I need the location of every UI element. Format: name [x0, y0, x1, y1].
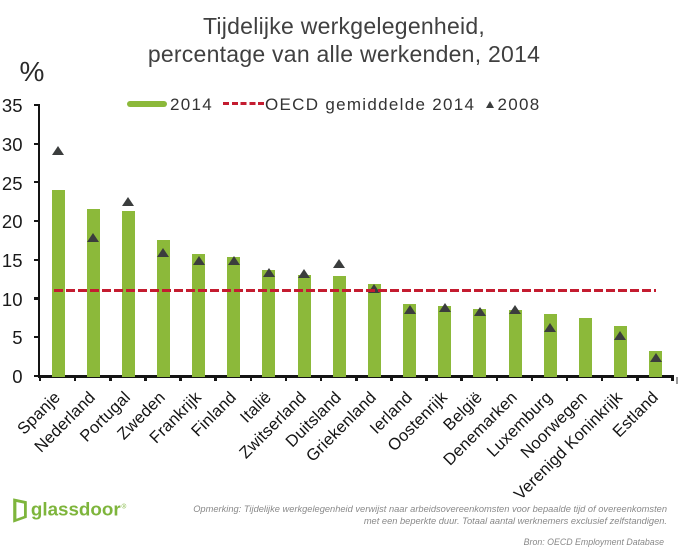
svg-text:glassdoor: glassdoor — [31, 498, 121, 519]
svg-text:®: ® — [122, 503, 127, 511]
